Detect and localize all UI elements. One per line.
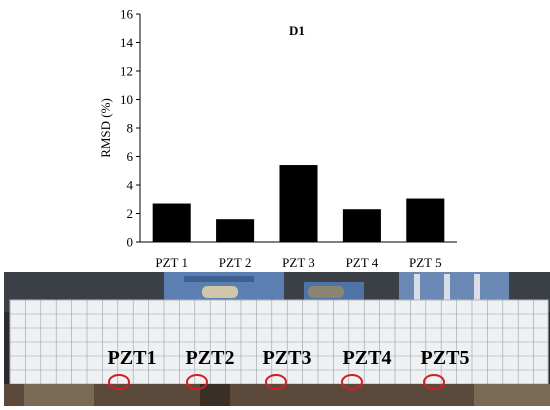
x-tick-label: PZT 2	[219, 255, 252, 270]
pzt-photo-label: PZT2	[186, 347, 235, 369]
pzt-marker-circle	[341, 374, 363, 390]
pzt-marker-circle	[423, 374, 445, 390]
y-tick-label: 12	[120, 64, 133, 79]
y-tick-label: 0	[127, 235, 134, 250]
concrete-beam-photo-icon: PZT1 PZT2 PZT3 PZT4 PZT5	[4, 272, 550, 406]
chart-title: D1	[289, 23, 305, 38]
y-tick-label: 4	[127, 178, 134, 193]
y-tick-label: 2	[127, 206, 134, 221]
bar-pzt-2	[216, 219, 255, 242]
x-tick-label: PZT 5	[409, 255, 442, 270]
pzt-marker-circle	[265, 374, 287, 390]
pzt-photo-label: PZT1	[108, 347, 157, 369]
pzt-photo-label: PZT4	[343, 347, 392, 369]
y-tick-label: 8	[127, 121, 134, 136]
beam-photo: PZT1 PZT2 PZT3 PZT4 PZT5	[4, 272, 550, 406]
x-tick-label: PZT 4	[346, 255, 379, 270]
bar-pzt-4	[342, 209, 381, 242]
y-tick-label: 10	[120, 92, 133, 107]
bar-pzt-3	[279, 165, 318, 242]
y-tick-label: 14	[120, 35, 134, 50]
bar-pzt-1	[152, 203, 191, 242]
bars	[152, 165, 445, 242]
y-tick-label: 6	[127, 149, 134, 164]
pzt-marker-circle	[108, 374, 130, 390]
y-axis-label: RMSD (%)	[98, 98, 113, 158]
pzt-photo-label: PZT3	[263, 347, 312, 369]
x-tick-label: PZT 3	[282, 255, 315, 270]
x-ticks: PZT 1 PZT 2 PZT 3 PZT 4 PZT 5	[155, 255, 441, 270]
y-tick-label: 16	[120, 7, 134, 22]
x-tick-label: PZT 1	[155, 255, 188, 270]
pzt-marker-circle	[186, 374, 208, 390]
pzt-photo-label: PZT5	[421, 347, 470, 369]
y-ticks: 0 2 4 6 8 10 12 14 16	[120, 7, 140, 250]
bar-pzt-5	[406, 198, 445, 242]
